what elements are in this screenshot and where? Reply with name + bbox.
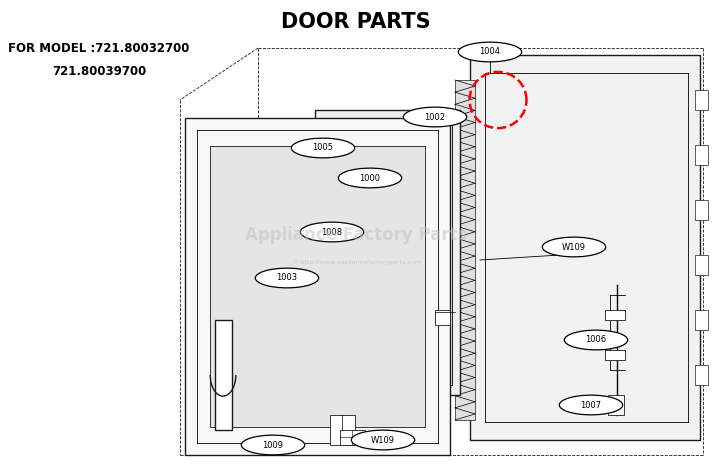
Ellipse shape: [291, 138, 355, 158]
Text: W109: W109: [371, 436, 395, 445]
Text: FOR MODEL :721.80032700: FOR MODEL :721.80032700: [8, 42, 189, 55]
Polygon shape: [455, 80, 475, 420]
Polygon shape: [605, 350, 625, 360]
Polygon shape: [695, 310, 708, 330]
Polygon shape: [185, 118, 450, 455]
Text: 1008: 1008: [321, 227, 342, 236]
Polygon shape: [315, 110, 460, 395]
Text: 1005: 1005: [313, 144, 333, 152]
Polygon shape: [310, 210, 335, 235]
Polygon shape: [435, 310, 450, 325]
Text: 1002: 1002: [424, 113, 446, 121]
Polygon shape: [608, 395, 624, 415]
Polygon shape: [210, 146, 425, 427]
Polygon shape: [695, 365, 708, 385]
Polygon shape: [695, 200, 708, 220]
Ellipse shape: [338, 168, 402, 188]
Polygon shape: [695, 90, 708, 110]
Ellipse shape: [565, 330, 628, 350]
Text: © http://www.appliancefactoryparts.com: © http://www.appliancefactoryparts.com: [291, 260, 421, 265]
Ellipse shape: [403, 107, 466, 127]
Text: 721.80039700: 721.80039700: [52, 65, 146, 78]
Polygon shape: [470, 55, 700, 440]
Text: 1009: 1009: [263, 440, 283, 449]
Polygon shape: [605, 310, 625, 320]
Text: 1004: 1004: [479, 47, 501, 56]
Polygon shape: [310, 180, 460, 345]
Ellipse shape: [543, 237, 606, 257]
Polygon shape: [695, 255, 708, 275]
Text: DOOR PARTS: DOOR PARTS: [281, 12, 431, 32]
Ellipse shape: [459, 42, 522, 62]
Text: Appliance Factory Parts: Appliance Factory Parts: [245, 226, 467, 243]
Text: 1000: 1000: [360, 174, 380, 182]
Text: W109: W109: [562, 242, 586, 251]
Ellipse shape: [560, 395, 623, 415]
Text: 1007: 1007: [580, 401, 602, 409]
Ellipse shape: [300, 222, 364, 242]
Ellipse shape: [241, 435, 305, 455]
Ellipse shape: [256, 268, 319, 288]
Polygon shape: [215, 320, 232, 430]
Polygon shape: [330, 415, 355, 445]
Polygon shape: [340, 430, 365, 445]
Ellipse shape: [351, 430, 414, 450]
Text: 1006: 1006: [585, 335, 607, 345]
Text: 1003: 1003: [276, 273, 298, 282]
Polygon shape: [695, 145, 708, 165]
